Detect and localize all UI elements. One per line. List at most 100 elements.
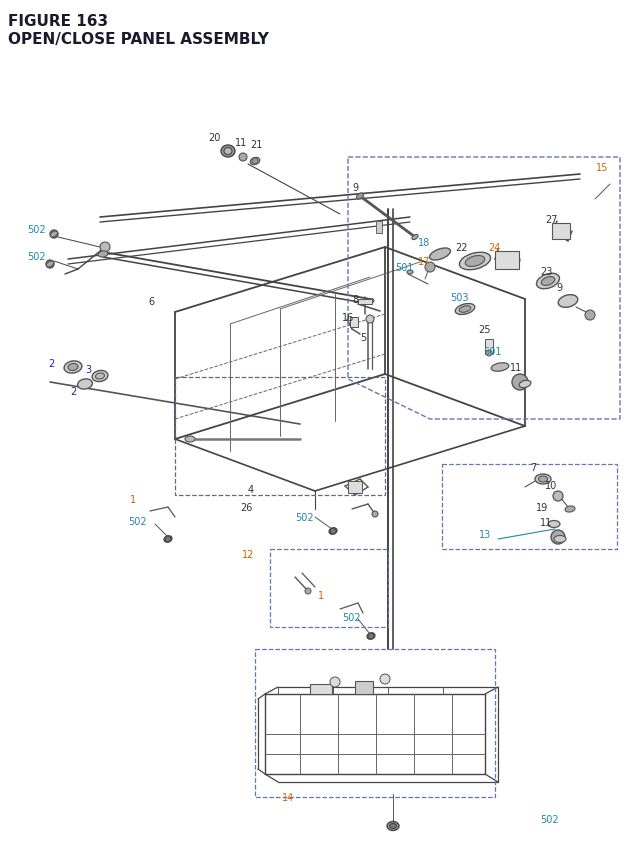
Text: 9: 9 (556, 282, 562, 293)
Text: 502: 502 (27, 225, 45, 235)
Text: 18: 18 (418, 238, 430, 248)
Text: 4: 4 (248, 485, 254, 494)
Text: FIGURE 163: FIGURE 163 (8, 14, 108, 29)
Text: 20: 20 (208, 133, 220, 143)
Text: 12: 12 (242, 549, 254, 560)
Text: 502: 502 (295, 512, 314, 523)
Text: 503: 503 (450, 293, 468, 303)
Ellipse shape (77, 380, 92, 390)
Text: 502: 502 (27, 251, 45, 262)
Circle shape (330, 678, 340, 687)
Circle shape (372, 511, 378, 517)
Circle shape (239, 154, 247, 162)
Text: 7: 7 (530, 462, 536, 473)
Text: 1: 1 (318, 591, 324, 600)
Ellipse shape (51, 232, 58, 238)
Circle shape (425, 263, 435, 273)
Text: 27: 27 (545, 214, 557, 225)
Ellipse shape (536, 274, 559, 289)
Ellipse shape (519, 381, 531, 388)
Circle shape (50, 231, 58, 238)
Bar (495, 251, 519, 269)
Bar (485, 339, 493, 354)
Ellipse shape (535, 474, 551, 485)
Ellipse shape (164, 536, 172, 542)
Text: 502: 502 (540, 814, 559, 824)
Text: 24: 24 (488, 243, 500, 253)
Ellipse shape (412, 235, 418, 240)
Text: 2: 2 (70, 387, 76, 397)
Text: 6: 6 (148, 297, 154, 307)
Text: 15: 15 (596, 163, 609, 173)
Text: 501: 501 (483, 347, 502, 356)
Text: OPEN/CLOSE PANEL ASSEMBLY: OPEN/CLOSE PANEL ASSEMBLY (8, 32, 269, 47)
Bar (552, 224, 570, 239)
Ellipse shape (329, 529, 337, 535)
Ellipse shape (538, 476, 547, 482)
Ellipse shape (465, 257, 484, 267)
Text: 13: 13 (479, 530, 492, 539)
Circle shape (486, 350, 492, 356)
Circle shape (366, 316, 374, 324)
Bar (376, 222, 382, 233)
Text: 1: 1 (130, 494, 136, 505)
Ellipse shape (554, 536, 566, 543)
Circle shape (330, 529, 336, 535)
Text: 21: 21 (250, 139, 262, 150)
Text: 23: 23 (540, 267, 552, 276)
Ellipse shape (491, 363, 509, 372)
Text: 501: 501 (395, 263, 413, 273)
Circle shape (380, 674, 390, 684)
Ellipse shape (455, 304, 475, 315)
Text: 9: 9 (352, 183, 358, 193)
Ellipse shape (558, 295, 578, 308)
Bar (255, 649, 495, 797)
Bar (355, 681, 373, 694)
Circle shape (100, 243, 110, 253)
Text: 19: 19 (536, 503, 548, 512)
Ellipse shape (224, 148, 232, 155)
Text: 16: 16 (342, 313, 355, 323)
Text: 22: 22 (455, 243, 467, 253)
Bar (358, 300, 372, 305)
Circle shape (512, 375, 528, 391)
Ellipse shape (46, 262, 54, 268)
Text: 10: 10 (545, 480, 557, 491)
Text: 2: 2 (48, 358, 54, 369)
Ellipse shape (390, 823, 397, 828)
Text: 502: 502 (128, 517, 147, 526)
Text: 8: 8 (352, 294, 358, 305)
Text: 502: 502 (342, 612, 360, 623)
Ellipse shape (548, 521, 560, 528)
Text: 17: 17 (418, 257, 430, 267)
Ellipse shape (250, 158, 260, 165)
Circle shape (551, 530, 565, 544)
Circle shape (305, 588, 311, 594)
Ellipse shape (64, 362, 82, 374)
Bar (350, 318, 358, 328)
Ellipse shape (95, 374, 104, 380)
Ellipse shape (366, 299, 374, 304)
Bar (310, 684, 332, 694)
Text: 3: 3 (85, 364, 91, 375)
Ellipse shape (565, 506, 575, 512)
Bar (270, 549, 388, 628)
Text: 11: 11 (235, 138, 247, 148)
Circle shape (368, 633, 374, 639)
Ellipse shape (541, 277, 555, 286)
Text: 5: 5 (360, 332, 366, 343)
Circle shape (46, 261, 54, 269)
Ellipse shape (429, 249, 451, 261)
Ellipse shape (459, 307, 471, 313)
Circle shape (585, 311, 595, 320)
Ellipse shape (92, 371, 108, 382)
Bar (442, 464, 617, 549)
Ellipse shape (68, 364, 78, 371)
Bar (348, 481, 362, 493)
Ellipse shape (387, 821, 399, 831)
Bar (175, 378, 385, 495)
Text: 25: 25 (478, 325, 490, 335)
Ellipse shape (367, 633, 375, 640)
Circle shape (553, 492, 563, 501)
Text: 11: 11 (540, 517, 552, 528)
